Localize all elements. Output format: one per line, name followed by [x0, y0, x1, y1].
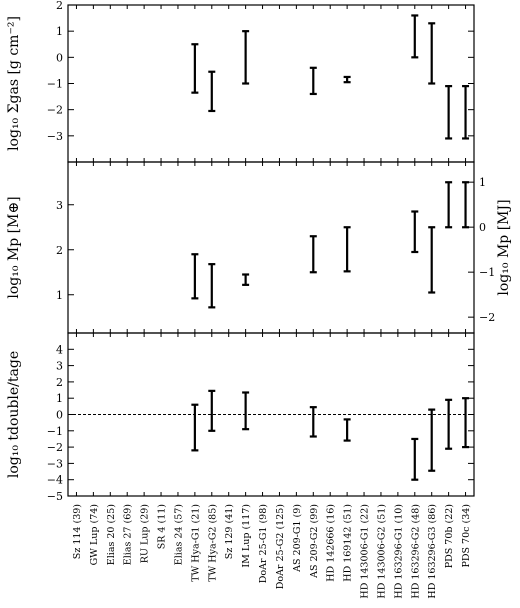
error-bar [445, 398, 453, 450]
y-tick-label: −5 [47, 490, 63, 503]
y-tick-label: −4 [47, 474, 63, 487]
error-bar [242, 30, 250, 85]
error-bar [242, 391, 250, 431]
error-bar [309, 66, 317, 96]
y-tick-label: −3 [47, 457, 63, 470]
error-bar [343, 75, 351, 84]
error-bar [208, 389, 216, 432]
category-label: IM Lup (117) [241, 504, 252, 568]
category-label: DoAr 25-G1 (98) [258, 504, 269, 583]
y-tick-label-right: 0 [479, 221, 486, 234]
y-tick-label: 2 [56, 0, 63, 12]
y-tick-label: −1 [47, 425, 63, 438]
category-label: TW Hya-G1 (21) [190, 504, 201, 582]
y-tick-label-right: 1 [479, 176, 486, 189]
error-bar [411, 437, 419, 481]
error-bar [309, 235, 317, 274]
error-bar [343, 418, 351, 442]
y-tick-label: −1 [47, 78, 63, 91]
error-bar [462, 397, 470, 449]
category-label: HD 163296-G2 (48) [410, 504, 421, 599]
y-tick-label: 0 [56, 51, 63, 64]
category-label: Elias 27 (69) [123, 504, 134, 565]
error-bar [191, 43, 199, 94]
error-bar [343, 226, 351, 273]
category-label: HD 143006-G2 (51) [376, 504, 387, 599]
y-axis-title: log₁₀ tdouble/tage [6, 351, 22, 478]
y-tick-label: −3 [47, 130, 63, 143]
y-tick-label: 2 [56, 244, 63, 257]
error-bar [462, 85, 470, 140]
panel-frame [67, 4, 475, 163]
category-label: Sz 114 (39) [72, 504, 83, 559]
error-bar [445, 181, 453, 229]
y-axis-title-right: log₁₀ Mp [MJ] [496, 199, 512, 295]
y-axis-title: log₁₀ Σgas [g cm⁻²] [6, 16, 22, 151]
category-label: DoAr 25-G2 (125) [275, 504, 286, 589]
error-bar [208, 70, 216, 113]
category-label: HD 163296-G1 (10) [393, 504, 404, 599]
category-label: Elias 20 (25) [106, 504, 117, 565]
error-bar [411, 14, 419, 59]
panel-mass: 1 2 3 −2 −1 0 1 log₁₀ Mp [M⊕] log₁₀ Mp [MJ] [6, 161, 512, 334]
y-tick-label: 3 [56, 360, 63, 373]
category-label: HD 163296-G3 (86) [427, 504, 438, 599]
error-bar [191, 403, 199, 452]
y-tick-label: 3 [56, 199, 63, 212]
category-label: GW Lup (74) [89, 504, 100, 565]
error-bar [428, 226, 436, 294]
y-tick-label-right: −2 [479, 311, 495, 324]
category-label: Sz 129 (41) [224, 504, 235, 559]
panel-sigma: −3 −2 −1 0 1 2 log₁₀ Σgas [g cm⁻²] [6, 0, 475, 163]
error-bar [208, 263, 216, 309]
y-tick-label: 1 [56, 392, 63, 405]
error-bar [428, 22, 436, 85]
category-label: AS 209-G1 (9) [292, 504, 303, 573]
y-tick-label: −2 [47, 441, 63, 454]
category-label: Elias 24 (57) [173, 504, 184, 565]
category-labels: Sz 114 (39) GW Lup (74) Elias 20 (25) Elias… [72, 504, 472, 599]
category-label: TW Hya-G2 (85) [207, 504, 218, 582]
panels: −3 −2 −1 0 1 2 log₁₀ Σgas [g cm⁻²] 1 2 3 −2 −1 0 1 log… [6, 0, 512, 503]
category-label: HD 169142 (51) [343, 504, 354, 582]
category-label: PDS 70c (34) [461, 504, 472, 567]
y-axis-title: log₁₀ Mp [M⊕] [6, 196, 22, 298]
category-label: PDS 70b (22) [444, 504, 455, 568]
category-label: HD 142666 (16) [326, 504, 337, 582]
error-bar [191, 253, 199, 300]
category-label: RU Lup (29) [140, 504, 151, 563]
error-bar [462, 181, 470, 229]
y-tick-label: 2 [56, 376, 63, 389]
y-tick-label: 1 [56, 289, 63, 302]
panel-frame [67, 161, 475, 334]
error-bar [428, 408, 436, 472]
category-label: SR 4 (11) [157, 504, 168, 549]
error-bar [242, 273, 250, 286]
panel-tdouble: −5 −4 −3 −2 −1 0 1 2 3 4 log₁₀ tdouble/tage [6, 332, 475, 503]
error-bar [411, 210, 419, 254]
y-tick-label: 4 [56, 343, 63, 356]
error-bar [309, 406, 317, 438]
category-label: AS 209-G2 (99) [309, 504, 320, 579]
error-bar [445, 85, 453, 140]
y-tick-label: −2 [47, 104, 63, 117]
category-label: HD 143006-G1 (22) [360, 504, 371, 599]
y-tick-label-right: −1 [479, 266, 495, 279]
y-tick-label: 1 [56, 25, 63, 38]
y-tick-label: 0 [56, 409, 63, 422]
